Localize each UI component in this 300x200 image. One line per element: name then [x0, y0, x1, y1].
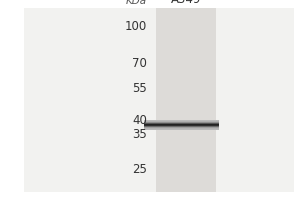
Text: 55: 55 — [132, 82, 147, 95]
Text: 40: 40 — [132, 114, 147, 127]
Text: KDa: KDa — [126, 0, 147, 6]
Text: 35: 35 — [132, 128, 147, 141]
Bar — [156, 8, 216, 192]
Text: 25: 25 — [132, 163, 147, 176]
Text: 70: 70 — [132, 57, 147, 70]
Text: A549: A549 — [171, 0, 201, 6]
Text: 100: 100 — [125, 20, 147, 33]
